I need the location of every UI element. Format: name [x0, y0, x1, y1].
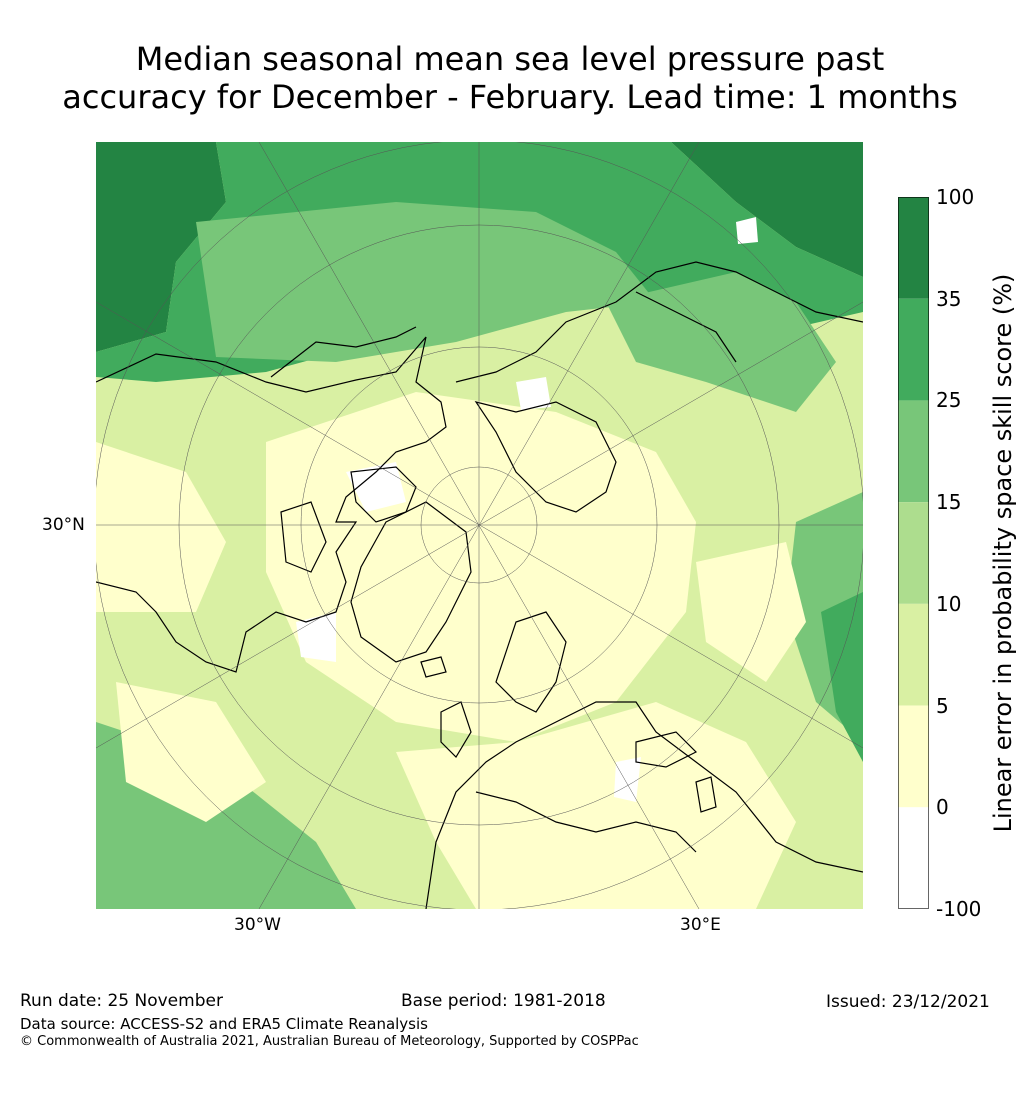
colorbar-bin: [898, 807, 929, 909]
colorbar-bin: [898, 603, 929, 706]
data-source: Data source: ACCESS-S2 and ERA5 Climate …: [20, 1015, 428, 1033]
copyright: © Commonwealth of Australia 2021, Austra…: [20, 1034, 639, 1049]
skill-region-neg-2: [296, 612, 336, 662]
colorbar-title: Linear error in probability space skill …: [989, 273, 1017, 833]
colorbar-bin: [898, 705, 929, 808]
skill-region-pacific: [196, 202, 656, 362]
colorbar-canvas: [898, 197, 929, 909]
chart-title: Median seasonal mean sea level pressure …: [0, 40, 1020, 116]
skill-region-high-nw: [96, 142, 226, 352]
coast-kamchatka: [635, 291, 737, 363]
meridian-60e: [96, 301, 863, 749]
colorbar: [898, 197, 929, 909]
colorbar-bin: [898, 298, 929, 401]
coast-british-isles: [440, 701, 472, 758]
run-date: Run date: 25 November: [20, 991, 223, 1011]
colorbar-tick-label: 0: [936, 795, 949, 820]
skill-region-neg-5: [736, 217, 758, 244]
coast-europe: [425, 701, 863, 909]
coast-scandinavia: [495, 611, 567, 713]
skill-region-east-deep: [821, 592, 863, 762]
colorbar-bin: [898, 400, 929, 503]
coast-arctic-russia: [474, 401, 617, 513]
lat-tick-30n: 30°N: [42, 515, 85, 535]
colorbar-tick-label: 15: [936, 490, 962, 515]
lon-tick-30e: 30°E: [680, 915, 721, 935]
colorbar-tick-label: 35: [936, 286, 962, 311]
coast-black-sea: [635, 731, 698, 768]
skill-region-neg-4: [614, 757, 641, 802]
colorbar-frame: [898, 197, 929, 909]
skill-region-neg-3: [516, 377, 551, 410]
coast-siberia: [455, 261, 863, 383]
skill-region-low-west: [96, 442, 226, 612]
coast-north-america: [96, 336, 447, 673]
colorbar-bin: [898, 502, 929, 604]
coast-alaska: [270, 326, 417, 378]
coast-caspian: [695, 776, 717, 813]
skill-region-siberia: [606, 272, 836, 412]
colorbar-tick-label: 5: [936, 693, 949, 718]
skill-region-low-atlantic: [116, 682, 266, 822]
title-line-1: Median seasonal mean sea level pressure …: [135, 40, 885, 78]
base-period: Base period: 1981-2018: [401, 991, 606, 1011]
coast-iceland: [420, 656, 447, 678]
coast-hudson-bay: [280, 501, 327, 573]
skill-region-low-south: [396, 702, 796, 909]
colorbar-tick-label: 10: [936, 591, 962, 616]
coastlines: [96, 261, 863, 909]
coast-greenland: [350, 501, 472, 663]
graticule: [96, 142, 863, 909]
issued-date: Issued: 23/12/2021: [826, 992, 990, 1012]
lon-tick-30w: 30°W: [234, 915, 281, 935]
skill-region-high-ne: [671, 142, 863, 277]
colorbar-tick-label: -100: [936, 897, 982, 921]
title-line-2: accuracy for December - February. Lead t…: [62, 78, 958, 116]
coast-mediterranean: [475, 791, 697, 853]
skill-score-map: [96, 142, 863, 909]
map-canvas: [96, 142, 863, 909]
colorbar-tick-label: 100: [936, 185, 975, 209]
colorbar-bin: [898, 197, 929, 299]
skill-region-neg-1: [346, 462, 406, 512]
skill-region-low-east: [696, 542, 806, 682]
colorbar-tick-label: 25: [936, 388, 962, 413]
